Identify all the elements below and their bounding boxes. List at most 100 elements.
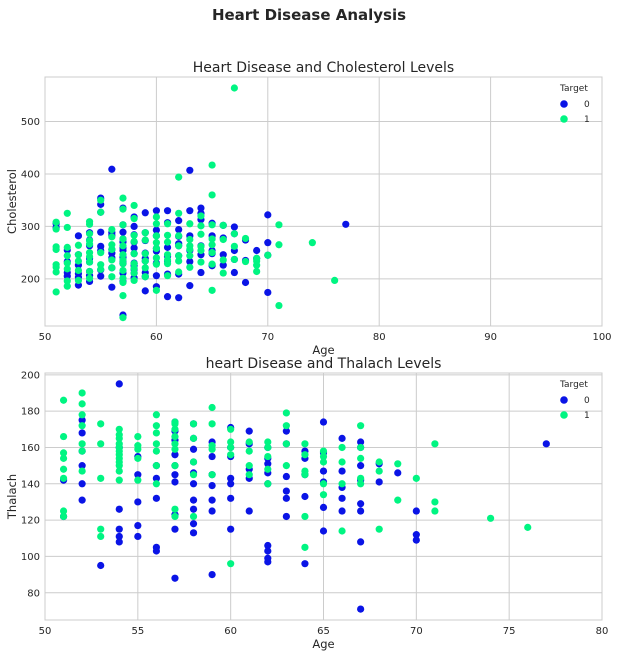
chol-data-point-target-1: [85, 253, 94, 261]
thal-data-point-target-0: [282, 512, 290, 521]
thal-data-point-target-1: [301, 543, 309, 551]
chol-data-point-target-1: [141, 264, 149, 272]
thal-data-point-target-1: [189, 458, 198, 466]
chol-data-point-target-1: [130, 276, 138, 284]
chol-data-point-target-1: [152, 254, 160, 262]
thal-data-point-target-1: [264, 452, 272, 461]
chol-data-point-target-1: [74, 241, 83, 249]
thal-data-point-target-0: [227, 494, 235, 502]
chol-data-point-target-1: [163, 220, 172, 228]
chol-data-point-target-1: [208, 221, 216, 229]
thal-data-point-target-1: [189, 434, 198, 442]
thal-legend: Target 0 1: [559, 380, 590, 421]
thal-data-point-target-0: [282, 472, 290, 481]
thal-data-point-target-0: [264, 460, 272, 468]
thal-y-axis-label: Thalach: [5, 474, 19, 520]
thal-data-point-target-0: [152, 547, 160, 555]
chol-data-point-target-1: [152, 260, 160, 268]
chol-data-point-target-1: [52, 245, 60, 254]
chol-data-point-target-1: [163, 231, 172, 239]
thal-data-point-target-0: [412, 531, 420, 539]
thal-data-point-target-1: [134, 432, 142, 441]
thal-data-point-target-1: [78, 411, 86, 419]
chol-data-point-target-1: [230, 242, 238, 250]
chol-data-point-target-0: [253, 246, 261, 255]
chol-data-point-target-1: [63, 252, 71, 260]
chol-data-point-target-1: [108, 225, 116, 234]
thal-data-point-target-1: [264, 465, 272, 473]
chol-data-point-target-1: [197, 222, 205, 230]
chol-data-point-target-1: [152, 213, 160, 221]
thal-data-point-target-1: [115, 434, 123, 442]
thal-data-point-target-1: [245, 438, 253, 446]
thal-data-point-target-0: [189, 529, 198, 537]
chol-data-point-target-1: [141, 229, 149, 237]
thal-data-point-target-1: [357, 422, 365, 430]
chol-data-point-target-0: [175, 217, 183, 225]
thal-data-point-target-0: [282, 427, 290, 435]
thal-data-point-target-0: [282, 494, 290, 502]
thal-x-tick-label: 60: [224, 626, 237, 637]
chol-legend: Target 0 1: [559, 84, 590, 125]
thal-data-point-target-1: [115, 476, 123, 484]
thal-data-point-target-0: [208, 570, 216, 579]
chol-data-point-target-1: [119, 266, 127, 275]
thal-data-point-target-1: [152, 462, 160, 470]
thal-data-point-target-0: [301, 492, 309, 501]
thal-data-point-target-1: [59, 465, 68, 473]
thal-data-point-target-1: [115, 462, 123, 470]
thal-data-point-target-1: [59, 507, 68, 515]
thal-y-tick-label: 80: [27, 588, 40, 599]
thal-x-tick-label: 50: [39, 626, 52, 637]
thal-data-point-target-0: [134, 521, 142, 530]
chol-data-point-target-1: [74, 257, 83, 265]
chol-data-point-target-1: [208, 241, 216, 249]
thal-data-point-target-0: [357, 507, 365, 515]
thal-data-point-target-1: [171, 432, 179, 441]
chol-data-point-target-0: [163, 207, 172, 215]
thal-data-point-target-0: [115, 380, 123, 388]
thal-data-point-target-1: [78, 440, 86, 448]
thal-data-point-target-0: [245, 507, 253, 515]
thal-y-tick-label: 160: [21, 443, 40, 454]
thal-x-tick-label: 75: [503, 626, 516, 637]
chol-data-point-target-0: [130, 244, 138, 252]
thal-data-point-target-0: [357, 605, 365, 613]
chol-data-point-target-1: [175, 242, 183, 250]
chol-data-point-target-1: [208, 249, 216, 257]
chol-data-point-target-0: [152, 226, 160, 234]
thal-data-point-target-1: [171, 425, 179, 433]
thal-data-point-target-0: [542, 440, 550, 448]
chol-y-tick-label: 500: [21, 117, 40, 128]
thal-x-axis-label: Age: [312, 637, 334, 651]
chol-data-point-target-0: [152, 272, 160, 280]
chol-x-axis-label: Age: [312, 343, 334, 357]
thal-data-point-target-0: [171, 525, 179, 533]
chol-data-point-target-1: [253, 261, 261, 269]
chol-data-point-target-1: [63, 265, 71, 273]
thal-data-point-target-1: [394, 460, 402, 468]
thal-chart-title: heart Disease and Thalach Levels: [206, 356, 442, 372]
chol-data-point-target-0: [197, 204, 205, 212]
chol-data-point-target-1: [197, 212, 205, 220]
chol-data-point-target-1: [275, 301, 283, 310]
thal-data-point-target-0: [264, 558, 272, 566]
thal-data-point-target-1: [189, 471, 198, 479]
chol-data-point-target-1: [97, 249, 105, 257]
chol-data-point-target-1: [63, 277, 71, 285]
thal-data-point-target-1: [227, 425, 235, 433]
thal-data-point-target-1: [264, 443, 272, 452]
thal-data-point-target-0: [338, 434, 346, 442]
thal-data-point-target-1: [264, 480, 272, 488]
thal-data-point-target-1: [431, 498, 439, 506]
chol-data-point-target-1: [219, 221, 227, 229]
chol-data-point-target-1: [253, 267, 261, 276]
thal-data-point-target-1: [301, 512, 309, 521]
chol-legend-marker-0: [560, 100, 568, 108]
thal-data-point-target-1: [59, 449, 68, 457]
chol-data-point-target-1: [108, 273, 116, 281]
thal-data-point-target-1: [171, 440, 179, 448]
chol-data-point-target-1: [163, 251, 172, 259]
chol-data-point-target-0: [342, 220, 350, 228]
chol-data-point-target-1: [197, 246, 205, 255]
